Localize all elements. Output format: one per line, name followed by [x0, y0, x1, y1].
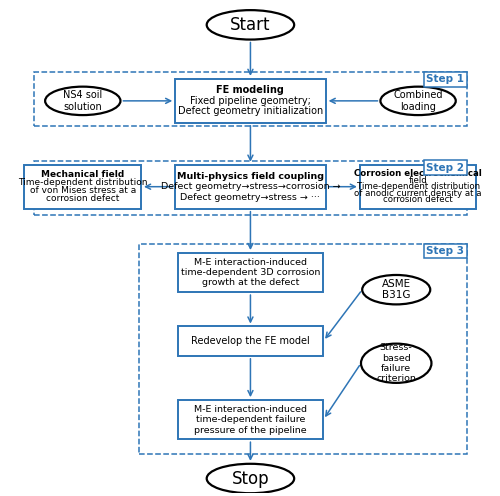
- Ellipse shape: [380, 87, 456, 115]
- Ellipse shape: [206, 10, 294, 40]
- Text: Stress-
based
failure
criterion: Stress- based failure criterion: [376, 343, 416, 383]
- FancyBboxPatch shape: [175, 79, 326, 123]
- Text: Corrosion electrochemical: Corrosion electrochemical: [354, 170, 482, 179]
- Ellipse shape: [361, 344, 432, 383]
- Text: Step 1: Step 1: [426, 74, 465, 84]
- Text: of von Mises stress at a: of von Mises stress at a: [30, 186, 136, 195]
- FancyBboxPatch shape: [178, 326, 324, 356]
- Text: FE modeling: FE modeling: [216, 85, 284, 95]
- Text: field: field: [408, 176, 428, 185]
- Text: of anodic current density at a: of anodic current density at a: [354, 188, 482, 197]
- Text: Start: Start: [230, 16, 270, 34]
- Text: Mechanical field: Mechanical field: [41, 170, 124, 179]
- Text: Stop: Stop: [232, 470, 269, 488]
- Text: Time-dependent distribution: Time-dependent distribution: [356, 182, 480, 191]
- Text: Multi-physics field coupling: Multi-physics field coupling: [177, 172, 324, 181]
- Text: corrosion defect: corrosion defect: [46, 194, 120, 203]
- Text: Time-dependent distribution: Time-dependent distribution: [18, 178, 148, 187]
- FancyBboxPatch shape: [178, 253, 324, 292]
- Ellipse shape: [206, 464, 294, 493]
- Text: Redevelop the FE model: Redevelop the FE model: [191, 336, 310, 346]
- Text: NS4 soil
solution: NS4 soil solution: [63, 90, 102, 112]
- Text: Defect geometry→stress→corrosion →: Defect geometry→stress→corrosion →: [160, 182, 340, 191]
- Text: Step 2: Step 2: [426, 163, 465, 173]
- Text: corrosion defect: corrosion defect: [383, 195, 453, 204]
- Text: M-E interaction-induced
time-dependent 3D corrosion
growth at the defect: M-E interaction-induced time-dependent 3…: [181, 257, 320, 287]
- Text: M-E interaction-induced
time-dependent failure
pressure of the pipeline: M-E interaction-induced time-dependent f…: [194, 405, 307, 434]
- Text: Combined
loading: Combined loading: [394, 90, 443, 112]
- FancyBboxPatch shape: [178, 400, 324, 439]
- Text: Defect geometry→stress → ···: Defect geometry→stress → ···: [180, 193, 320, 202]
- Text: Defect geometry initialization: Defect geometry initialization: [178, 107, 323, 117]
- Text: ASME
B31G: ASME B31G: [382, 279, 411, 301]
- Text: Fixed pipeline geometry;: Fixed pipeline geometry;: [190, 96, 311, 106]
- FancyBboxPatch shape: [175, 165, 326, 209]
- Text: Step 3: Step 3: [426, 246, 465, 256]
- Ellipse shape: [45, 87, 120, 115]
- FancyBboxPatch shape: [24, 165, 141, 209]
- Ellipse shape: [362, 275, 430, 305]
- FancyBboxPatch shape: [360, 165, 476, 209]
